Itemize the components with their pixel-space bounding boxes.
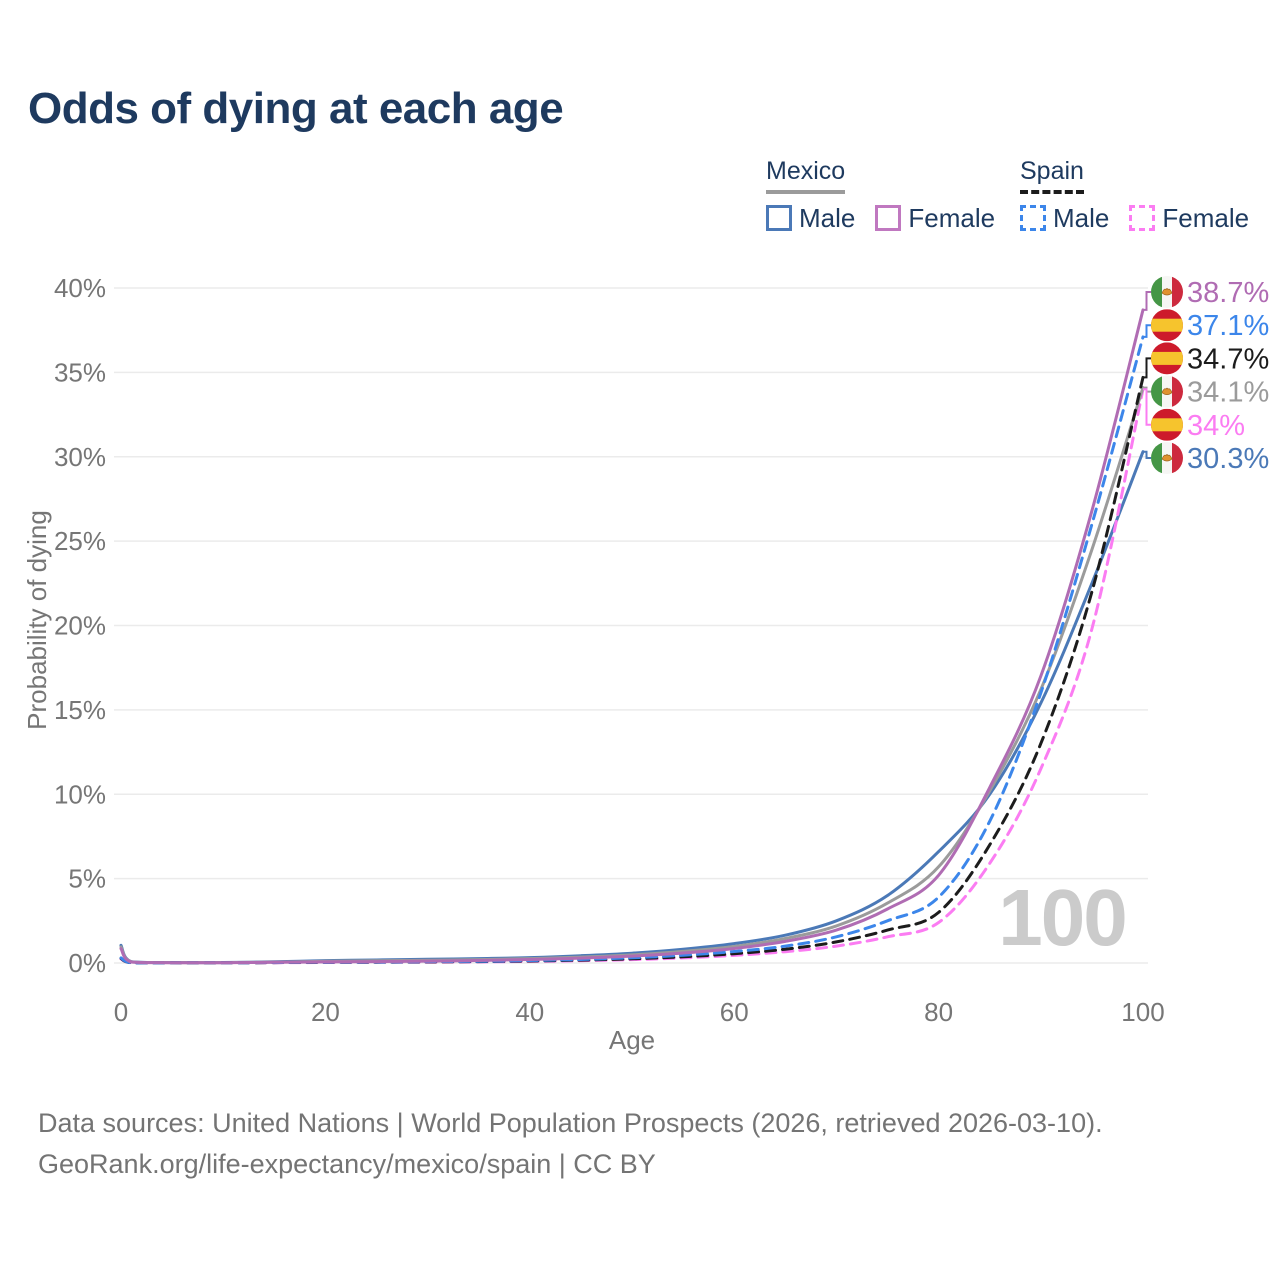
- series-line-spain-male: [119, 335, 1145, 965]
- footer: Data sources: United Nations | World Pop…: [38, 1103, 1103, 1185]
- flag-icon-mexico: [1151, 375, 1183, 408]
- y-tick-label: 40%: [54, 273, 106, 303]
- legend-item-mexico-female[interactable]: Female: [875, 203, 995, 234]
- footer-sources: Data sources: United Nations | World Pop…: [38, 1108, 1103, 1138]
- watermark-age: 100: [998, 873, 1125, 962]
- x-tick-label: 100: [1121, 997, 1164, 1027]
- flag-icon-spain: [1151, 342, 1183, 375]
- y-tick-label: 35%: [54, 357, 106, 387]
- x-tick-label: 80: [924, 997, 953, 1027]
- y-tick-label: 20%: [54, 611, 106, 641]
- end-label-mexico-total: 34.1%: [1187, 377, 1269, 409]
- flag-icon-mexico: [1151, 276, 1183, 308]
- series-line-mexico-total: [119, 386, 1145, 965]
- legend-country-spain[interactable]: Spain: [1020, 157, 1084, 194]
- legend: Mexico Male Female Spain Male: [0, 157, 1280, 253]
- end-label-mexico-female: 38.7%: [1187, 277, 1269, 309]
- legend-group-mexico: Mexico Male Female: [766, 157, 995, 234]
- legend-swatch-spain-male: [1020, 205, 1046, 231]
- y-tick-label: 0%: [68, 948, 106, 978]
- series-line-mexico-female: [119, 308, 1145, 965]
- legend-items-spain: Male Female: [1020, 203, 1249, 234]
- x-tick-label: 20: [311, 997, 340, 1027]
- flag-icon-mexico: [1151, 442, 1183, 474]
- chart-title: Odds of dying at each age: [28, 84, 564, 133]
- x-tick-label: 0: [114, 997, 128, 1027]
- end-label-spain-male: 37.1%: [1187, 310, 1269, 342]
- series-line-mexico-male: [119, 450, 1145, 965]
- leader-line-mexico-female: [1143, 291, 1151, 311]
- x-axis-title: Age: [609, 1025, 655, 1055]
- y-tick-label: 15%: [54, 695, 106, 725]
- y-tick-label: 10%: [54, 779, 106, 809]
- leader-line-spain-male: [1143, 324, 1151, 338]
- y-tick-label: 30%: [54, 442, 106, 472]
- end-label-mexico-male: 30.3%: [1187, 443, 1269, 475]
- legend-item-mexico-male[interactable]: Male: [766, 203, 855, 234]
- legend-label-mexico-male: Male: [799, 202, 856, 233]
- y-axis-title: Probability of dying: [22, 510, 52, 730]
- footer-attribution: GeoRank.org/life-expectancy/mexico/spain…: [38, 1149, 656, 1179]
- end-label-spain-total: 34.7%: [1187, 343, 1269, 375]
- x-tick-label: 40: [515, 997, 544, 1027]
- leader-line-spain-female: [1143, 388, 1151, 426]
- x-tick-label: 60: [720, 997, 749, 1027]
- legend-label-spain-male: Male: [1053, 202, 1110, 233]
- legend-country-mexico[interactable]: Mexico: [766, 157, 846, 194]
- flag-icon-spain: [1151, 408, 1183, 441]
- end-label-spain-female: 34%: [1187, 410, 1245, 442]
- legend-swatch-mexico-male: [766, 205, 792, 231]
- series-line-spain-total: [119, 375, 1145, 965]
- y-tick-label: 5%: [68, 864, 106, 894]
- legend-swatch-spain-female: [1129, 205, 1156, 231]
- legend-items-mexico: Male Female: [766, 203, 995, 234]
- leader-line-spain-total: [1143, 357, 1151, 379]
- series-line-spain-female: [119, 387, 1145, 965]
- y-tick-label: 25%: [54, 526, 106, 556]
- legend-item-spain-female[interactable]: Female: [1129, 203, 1249, 234]
- legend-label-mexico-female: Female: [908, 202, 996, 233]
- legend-swatch-mexico-female: [875, 205, 902, 231]
- flag-icon-spain: [1151, 309, 1183, 342]
- legend-label-spain-female: Female: [1162, 202, 1250, 233]
- legend-item-spain-male[interactable]: Male: [1020, 203, 1109, 234]
- leader-line-mexico-male: [1143, 450, 1151, 459]
- legend-group-spain: Spain Male Female: [1020, 157, 1249, 234]
